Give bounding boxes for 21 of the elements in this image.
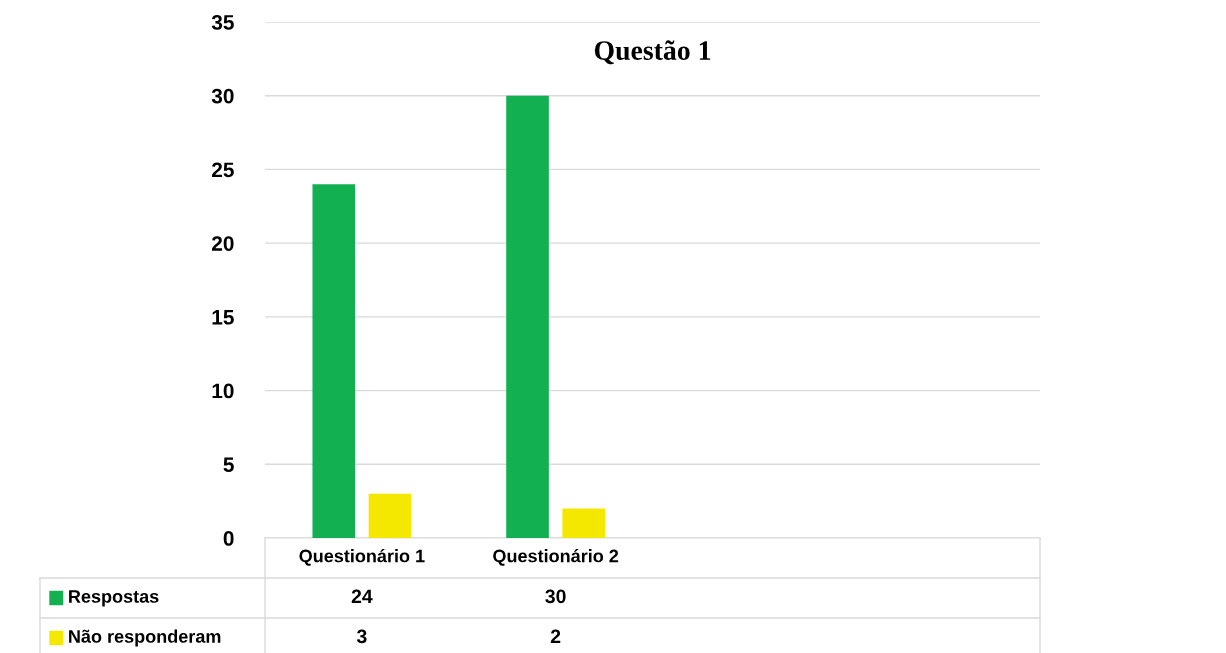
text: Questão 1 xyxy=(594,40,711,65)
legend-label: Respostas xyxy=(69,590,159,607)
data-label: 24 xyxy=(351,589,373,604)
y-tick-label: 30 xyxy=(211,88,234,104)
legend-label: Não responderam xyxy=(69,629,221,647)
y-tick-label: 35 xyxy=(211,15,234,30)
data-label: 2 xyxy=(550,629,561,644)
y-tick-label: 15 xyxy=(212,310,234,325)
y-tick-label: 10 xyxy=(212,383,234,399)
bar xyxy=(312,184,356,538)
x-tick-label: Questionário 1 xyxy=(299,548,425,566)
bar xyxy=(506,95,549,538)
y-tick-label: 5 xyxy=(223,457,234,473)
bar xyxy=(562,508,606,538)
y-tick-label: 0 xyxy=(223,531,234,546)
y-tick-label: 20 xyxy=(212,236,234,251)
data-label: 30 xyxy=(545,589,566,604)
bar xyxy=(368,493,412,538)
x-tick-label: Questionário 2 xyxy=(493,548,619,566)
y-tick-label: 25 xyxy=(212,162,234,178)
data-label: 3 xyxy=(356,629,367,644)
